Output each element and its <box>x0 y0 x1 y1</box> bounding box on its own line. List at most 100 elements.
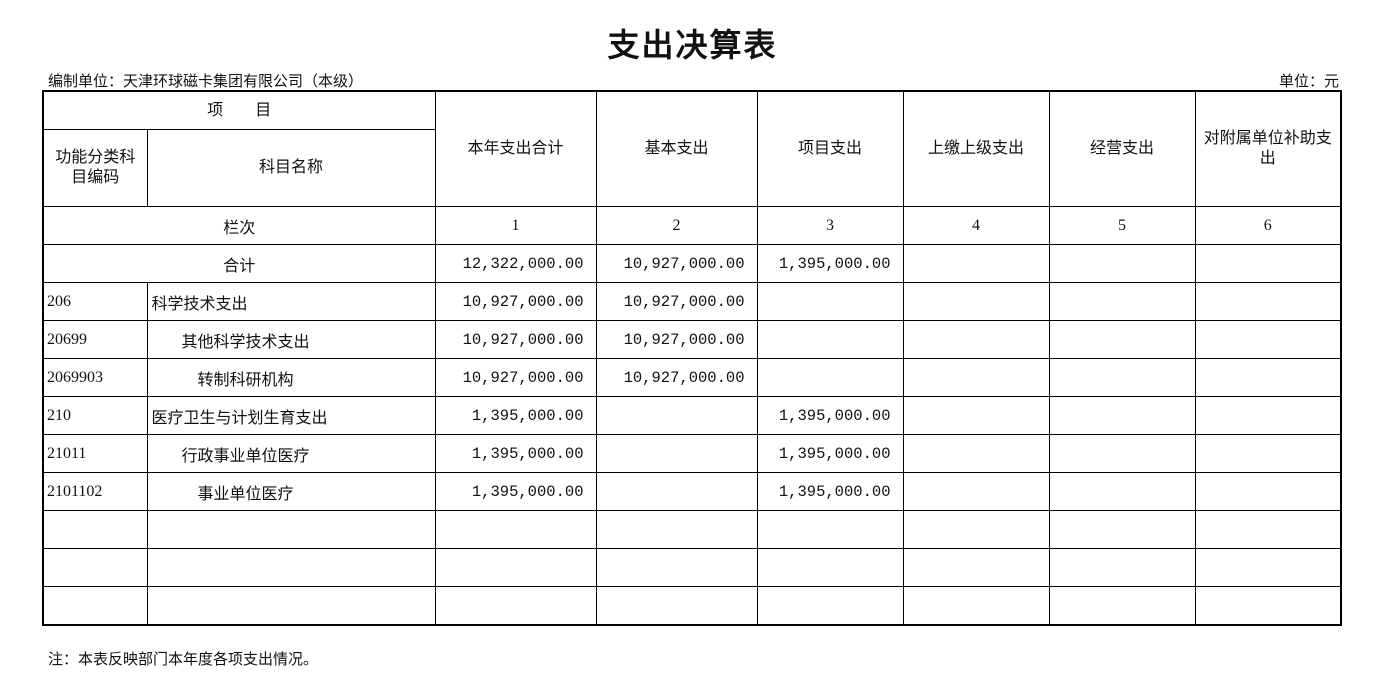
serial: 5 <box>1048 206 1196 245</box>
row-value <box>1194 472 1342 511</box>
row-value <box>1048 434 1196 473</box>
row-value <box>902 320 1050 359</box>
row-value: 1,395,000.00 <box>756 472 904 511</box>
row-value <box>434 586 597 626</box>
row-value: 10,927,000.00 <box>434 320 597 359</box>
row-value: 1,395,000.00 <box>756 434 904 473</box>
total-value: 10,927,000.00 <box>595 244 758 283</box>
serial-label: 栏次 <box>42 206 436 245</box>
row-value <box>1194 586 1342 626</box>
row-code: 2069903 <box>42 358 148 397</box>
table-note: 注：本表反映部门本年度各项支出情况。 <box>48 652 319 668</box>
row-value <box>595 396 758 435</box>
row-code: 210 <box>42 396 148 435</box>
row-value <box>902 472 1050 511</box>
total-value <box>902 244 1050 283</box>
serial: 1 <box>434 206 597 245</box>
row-value <box>1048 548 1196 587</box>
row-name: 转制科研机构 <box>146 358 436 397</box>
header-col: 项目支出 <box>756 90 904 207</box>
row-name: 行政事业单位医疗 <box>146 434 436 473</box>
row-value <box>595 548 758 587</box>
row-code: 2101102 <box>42 472 148 511</box>
header-col: 经营支出 <box>1048 90 1196 207</box>
serial: 6 <box>1194 206 1342 245</box>
currency-unit: 单位：元 <box>1278 74 1339 90</box>
total-value <box>1194 244 1342 283</box>
row-value <box>902 548 1050 587</box>
header-col: 对附属单位补助支出 <box>1194 90 1342 207</box>
header-code: 功能分类科目编码 <box>42 129 148 207</box>
table-row: 206 科学技术支出 10,927,000.00 10,927,000.00 <box>42 282 1342 321</box>
table-row: 210 医疗卫生与计划生育支出 1,395,000.00 1,395,000.00 <box>42 396 1342 435</box>
header-col: 上缴上级支出 <box>902 90 1050 207</box>
row-value <box>756 320 904 359</box>
table-row: 2069903 转制科研机构 10,927,000.00 10,927,000.00 <box>42 358 1342 397</box>
row-value <box>756 510 904 549</box>
row-value <box>434 510 597 549</box>
row-name: 科学技术支出 <box>146 282 436 321</box>
row-value: 1,395,000.00 <box>756 396 904 435</box>
row-value <box>902 396 1050 435</box>
row-value <box>902 434 1050 473</box>
compiler-unit: 编制单位：天津环球磁卡集团有限公司（本级） <box>48 74 364 90</box>
row-value: 1,395,000.00 <box>434 396 597 435</box>
expenditure-table: 项 目 本年支出合计 基本支出 项目支出 上缴上级支出 经营支出 对附属单位补助… <box>42 90 1342 626</box>
row-value: 10,927,000.00 <box>434 282 597 321</box>
total-value: 12,322,000.00 <box>434 244 597 283</box>
table-row <box>42 586 1342 626</box>
row-value: 1,395,000.00 <box>434 472 597 511</box>
row-value <box>595 510 758 549</box>
row-value: 1,395,000.00 <box>434 434 597 473</box>
row-code: 206 <box>42 282 148 321</box>
row-name: 医疗卫生与计划生育支出 <box>146 396 436 435</box>
row-value: 10,927,000.00 <box>595 358 758 397</box>
row-value <box>902 586 1050 626</box>
table-row: 2101102 事业单位医疗 1,395,000.00 1,395,000.00 <box>42 472 1342 511</box>
row-value <box>1048 282 1196 321</box>
row-code: 20699 <box>42 320 148 359</box>
row-value <box>1194 282 1342 321</box>
row-value <box>1194 548 1342 587</box>
row-value <box>595 472 758 511</box>
row-value <box>902 510 1050 549</box>
row-value: 10,927,000.00 <box>434 358 597 397</box>
row-name <box>146 510 436 549</box>
row-value <box>902 282 1050 321</box>
row-value <box>1194 434 1342 473</box>
row-name <box>146 548 436 587</box>
row-value <box>1048 358 1196 397</box>
serial: 3 <box>756 206 904 245</box>
page-title: 支出决算表 <box>607 27 778 63</box>
row-value <box>1048 510 1196 549</box>
header-col: 基本支出 <box>595 90 758 207</box>
row-code <box>42 510 148 549</box>
row-value <box>1194 358 1342 397</box>
row-value <box>1194 396 1342 435</box>
total-row: 合计 12,322,000.00 10,927,000.00 1,395,000… <box>42 244 1342 283</box>
row-value <box>756 586 904 626</box>
total-value <box>1048 244 1196 283</box>
total-value: 1,395,000.00 <box>756 244 904 283</box>
row-value <box>756 282 904 321</box>
row-value <box>1048 396 1196 435</box>
row-code <box>42 548 148 587</box>
row-name: 事业单位医疗 <box>146 472 436 511</box>
header-item: 项 目 <box>42 90 436 130</box>
total-label: 合计 <box>42 244 436 283</box>
row-code: 21011 <box>42 434 148 473</box>
row-value <box>756 548 904 587</box>
row-value <box>1194 320 1342 359</box>
row-name <box>146 586 436 626</box>
row-value <box>595 586 758 626</box>
row-value <box>1048 586 1196 626</box>
row-name: 其他科学技术支出 <box>146 320 436 359</box>
serial: 2 <box>595 206 758 245</box>
table-row: 21011 行政事业单位医疗 1,395,000.00 1,395,000.00 <box>42 434 1342 473</box>
table-row <box>42 510 1342 549</box>
table-row <box>42 548 1342 587</box>
row-value <box>595 434 758 473</box>
row-value <box>756 358 904 397</box>
row-value <box>1194 510 1342 549</box>
row-value <box>1048 472 1196 511</box>
